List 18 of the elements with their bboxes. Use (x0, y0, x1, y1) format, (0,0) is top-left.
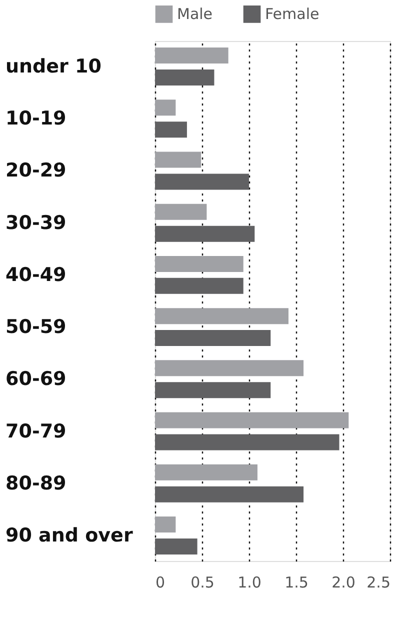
x-tick-label: 0 (156, 574, 166, 592)
y-tick-label: under 10 (6, 56, 102, 78)
x-tick-label: 1.0 (238, 574, 262, 592)
y-tick-label: 80-89 (6, 472, 66, 494)
y-tick-label: 90 and over (6, 524, 134, 546)
legend-label: Female (265, 5, 320, 24)
x-tick-label: 1.5 (284, 574, 308, 592)
legend-label: Male (177, 5, 213, 24)
y-tick-label: 20-29 (6, 160, 66, 182)
x-tick-label: 2.5 (366, 574, 390, 592)
x-tick-label: 0.5 (190, 574, 214, 592)
y-tick-label: 40-49 (6, 264, 66, 286)
x-tick-label: 2.0 (332, 574, 356, 592)
y-tick-label: 10-19 (6, 108, 66, 130)
y-tick-label: 60-69 (6, 368, 66, 390)
y-tick-label: 30-39 (6, 212, 66, 234)
y-tick-label: 70-79 (6, 420, 66, 442)
y-tick-label: 50-59 (6, 316, 66, 338)
